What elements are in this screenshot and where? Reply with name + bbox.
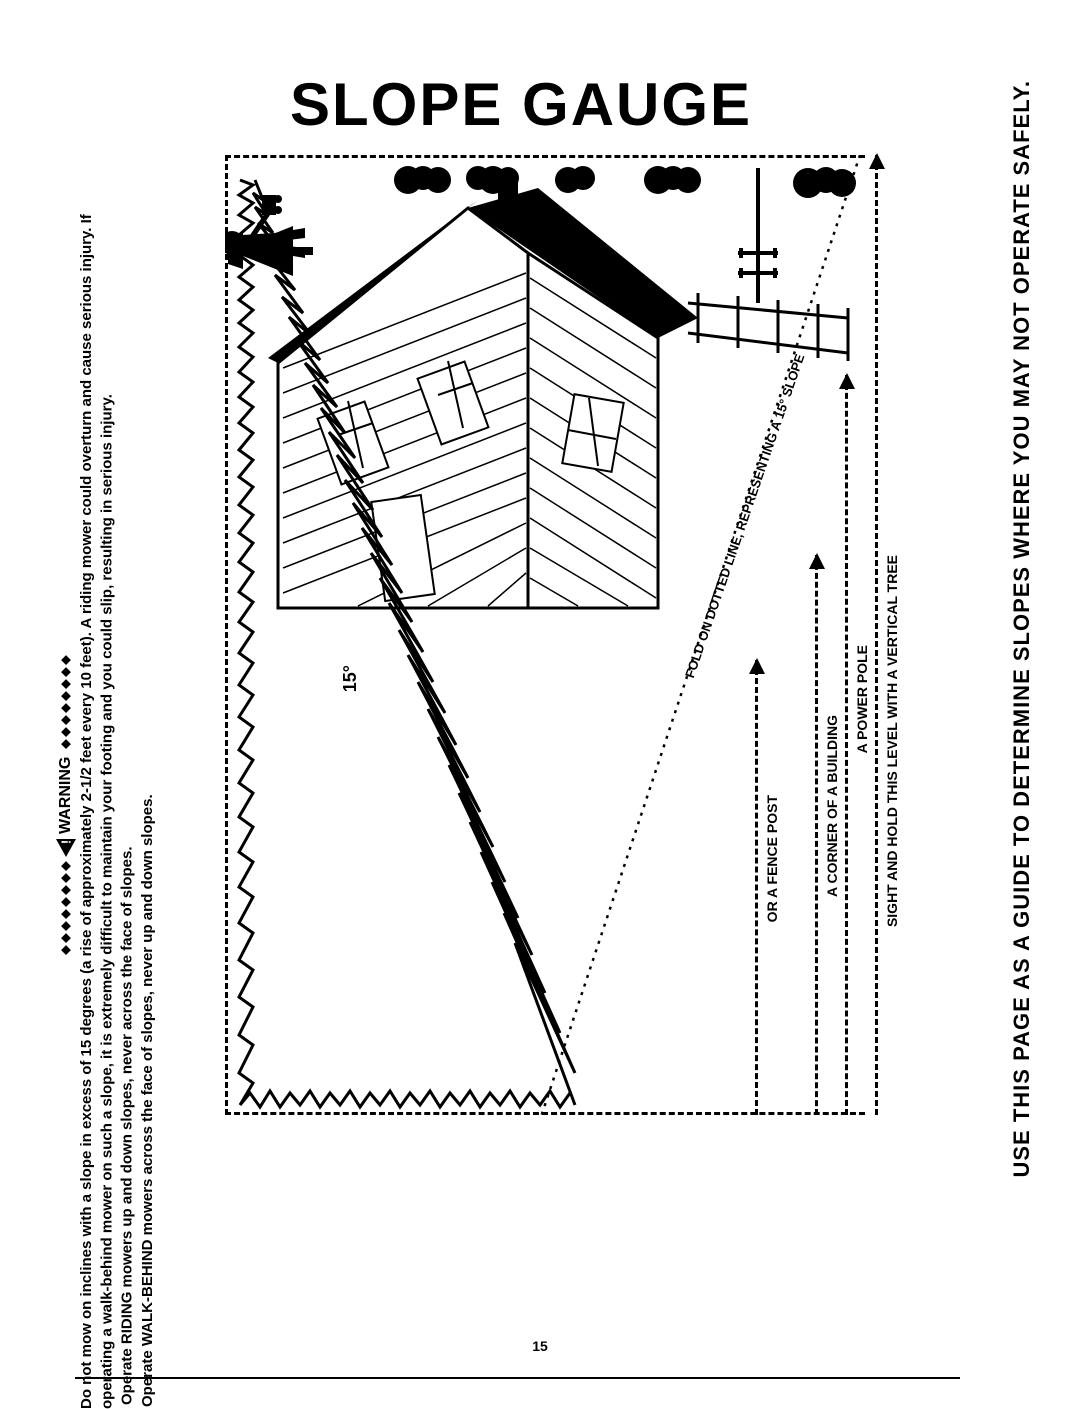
ref-arrow-tree: [875, 155, 878, 1115]
page-title: SLOPE GAUGE: [290, 70, 752, 139]
diamond-decoration: ◆◆◆◆◆◆◆◆: [59, 656, 73, 752]
arrowhead-icon: [809, 553, 825, 569]
svg-text:!: !: [59, 840, 74, 844]
ref-arrow-building: [815, 555, 818, 1115]
arrowhead-icon: [749, 658, 765, 674]
ref-arrow-fence: [755, 660, 758, 1115]
main-instruction: USE THIS PAGE AS A GUIDE TO DETERMINE SL…: [1009, 80, 1035, 1178]
warning-label: WARNING: [57, 756, 75, 833]
bottom-rule: [75, 1377, 960, 1379]
ref-label-tree: SIGHT AND HOLD THIS LEVEL WITH A VERTICA…: [884, 555, 900, 927]
warning-banner: ◆◆◆◆◆◆◆◆ ! WARNING ◆◆◆◆◆◆◆◆: [55, 205, 77, 1409]
angle-label: 15°: [340, 665, 361, 692]
page-number: 15: [532, 1338, 548, 1354]
warning-riding-text: Operate RIDING mowers up and down slopes…: [118, 195, 138, 1405]
reference-lines-group: SIGHT AND HOLD THIS LEVEL WITH A VERTICA…: [875, 155, 975, 1115]
ref-arrow-pole: [845, 375, 848, 1115]
warning-triangle-icon: !: [55, 838, 77, 858]
ref-label-fence: OR A FENCE POST: [764, 795, 780, 922]
warning-body-text: Do not mow on inclines with a slope in e…: [77, 195, 118, 1409]
arrowhead-icon: [839, 373, 855, 389]
diamond-decoration: ◆◆◆◆◆◆◆◆: [59, 862, 73, 958]
ref-label-building: A CORNER OF A BUILDING: [824, 715, 840, 897]
warning-section: ◆◆◆◆◆◆◆◆ ! WARNING ◆◆◆◆◆◆◆◆ Do not mow o…: [55, 195, 185, 1409]
arrowhead-icon: [869, 153, 885, 169]
ref-label-pole: A POWER POLE: [854, 645, 870, 753]
warning-walk-text: Operate WALK-BEHIND mowers across the fa…: [138, 195, 158, 1407]
house-scene-illustration: [228, 158, 862, 658]
